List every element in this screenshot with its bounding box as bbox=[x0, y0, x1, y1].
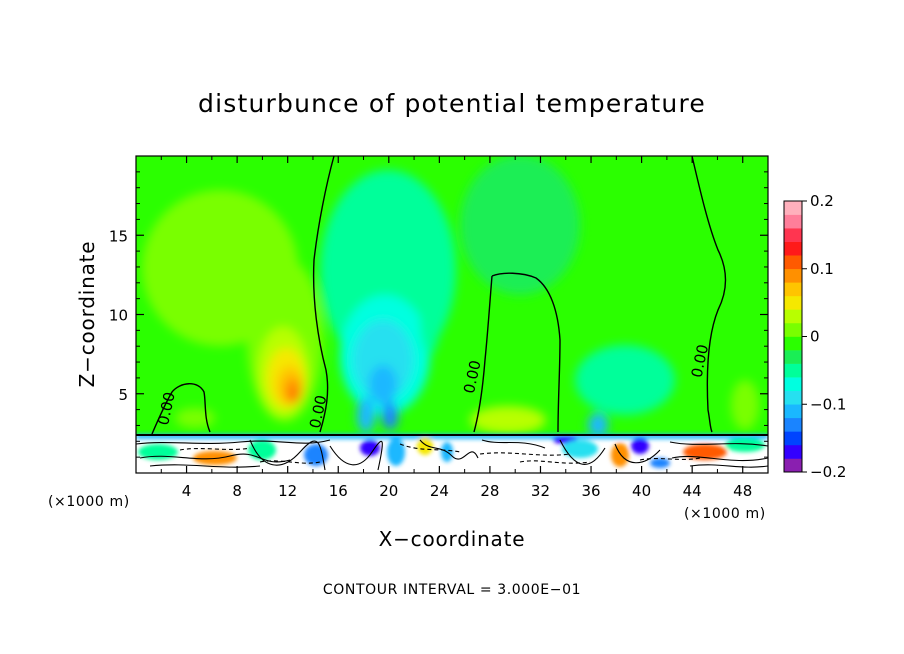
cool-region-right bbox=[460, 156, 580, 295]
x-tick-label: 20 bbox=[379, 482, 398, 500]
surface-dashed-contours bbox=[179, 443, 701, 464]
x-tick-label: 40 bbox=[632, 482, 651, 500]
warm-surface-left bbox=[175, 408, 215, 428]
colorbar-tick-label: 0.2 bbox=[810, 192, 834, 210]
x-tick-label: 4 bbox=[182, 482, 192, 500]
colorbar-level bbox=[784, 336, 802, 351]
colorbar-level bbox=[784, 322, 802, 337]
x-tick-label: 16 bbox=[329, 482, 348, 500]
cool-spot-36 bbox=[588, 413, 608, 437]
x-tick-label: 28 bbox=[480, 482, 499, 500]
x-axis: 4 8 12 16 20 24 28 32 36 40 44 48 bbox=[160, 156, 752, 500]
colorbar-tick-label: −0.1 bbox=[810, 395, 846, 413]
colorbar-level bbox=[784, 431, 802, 446]
colorbar-level bbox=[784, 309, 802, 324]
surface-contours bbox=[136, 439, 768, 471]
x-tick-label: 44 bbox=[683, 482, 702, 500]
x-tick-label: 12 bbox=[278, 482, 297, 500]
x-tick-label: 48 bbox=[733, 482, 752, 500]
colorbar-level bbox=[784, 295, 802, 310]
colorbar-tick-label: −0.2 bbox=[810, 463, 846, 481]
colorbar-level bbox=[784, 417, 802, 432]
colorbar-level bbox=[784, 241, 802, 256]
colorbar-level bbox=[784, 201, 802, 215]
cool-plume-core bbox=[369, 365, 397, 405]
colorbar-level bbox=[784, 350, 802, 364]
y-tick-label: 5 bbox=[118, 386, 128, 404]
x-tick-label: 36 bbox=[581, 482, 600, 500]
y-axis-label: Z−coordinate bbox=[75, 241, 99, 388]
colorbar-level bbox=[784, 214, 802, 229]
contour-interval-note: CONTOUR INTERVAL = 3.000E−01 bbox=[323, 582, 581, 598]
colorbar-level bbox=[784, 390, 802, 405]
x-tick-label: 8 bbox=[232, 482, 242, 500]
colorbar-level bbox=[784, 228, 802, 242]
colorbar-level bbox=[784, 255, 802, 270]
cool-region-36 bbox=[575, 345, 675, 415]
zero-contours bbox=[151, 156, 727, 435]
colorbar-tick-label: 0.1 bbox=[810, 260, 834, 278]
surface-patches bbox=[136, 434, 768, 468]
colorbar-level bbox=[784, 268, 802, 283]
warm-core-max bbox=[290, 391, 298, 401]
y-tick-label: 15 bbox=[109, 227, 128, 245]
warm-edge-right bbox=[731, 380, 759, 430]
colorbar-level bbox=[784, 444, 802, 459]
y-axis: 5 10 15 bbox=[109, 171, 768, 458]
colorbar-level bbox=[784, 282, 802, 297]
cool-streak bbox=[420, 282, 440, 354]
cool-plume-core-2 bbox=[357, 397, 375, 433]
cool-plume-inner bbox=[353, 320, 413, 400]
x-tick-label: 32 bbox=[531, 482, 550, 500]
field-smooth-blobs bbox=[142, 156, 759, 437]
chart-title: disturbunce of potential temperature bbox=[198, 89, 706, 118]
x-tick-label: 24 bbox=[430, 482, 449, 500]
colorbar: 0.2 0.1 0 −0.1 −0.2 bbox=[783, 192, 846, 481]
x-axis-label: X−coordinate bbox=[379, 527, 526, 551]
colorbar-level bbox=[784, 377, 802, 391]
surface-edge-line bbox=[136, 434, 768, 436]
x-unit-right: (×1000 m) bbox=[684, 506, 766, 522]
plot-field bbox=[136, 156, 768, 473]
colorbar-level bbox=[784, 458, 802, 473]
y-tick-label: 10 bbox=[109, 307, 128, 325]
cool-plume-core-3 bbox=[382, 402, 398, 430]
x-unit-left: (×1000 m) bbox=[48, 494, 130, 510]
colorbar-level bbox=[784, 363, 802, 378]
warm-surface-28 bbox=[470, 406, 546, 434]
colorbar-level bbox=[784, 404, 802, 419]
colorbar-tick-label: 0 bbox=[810, 328, 820, 346]
